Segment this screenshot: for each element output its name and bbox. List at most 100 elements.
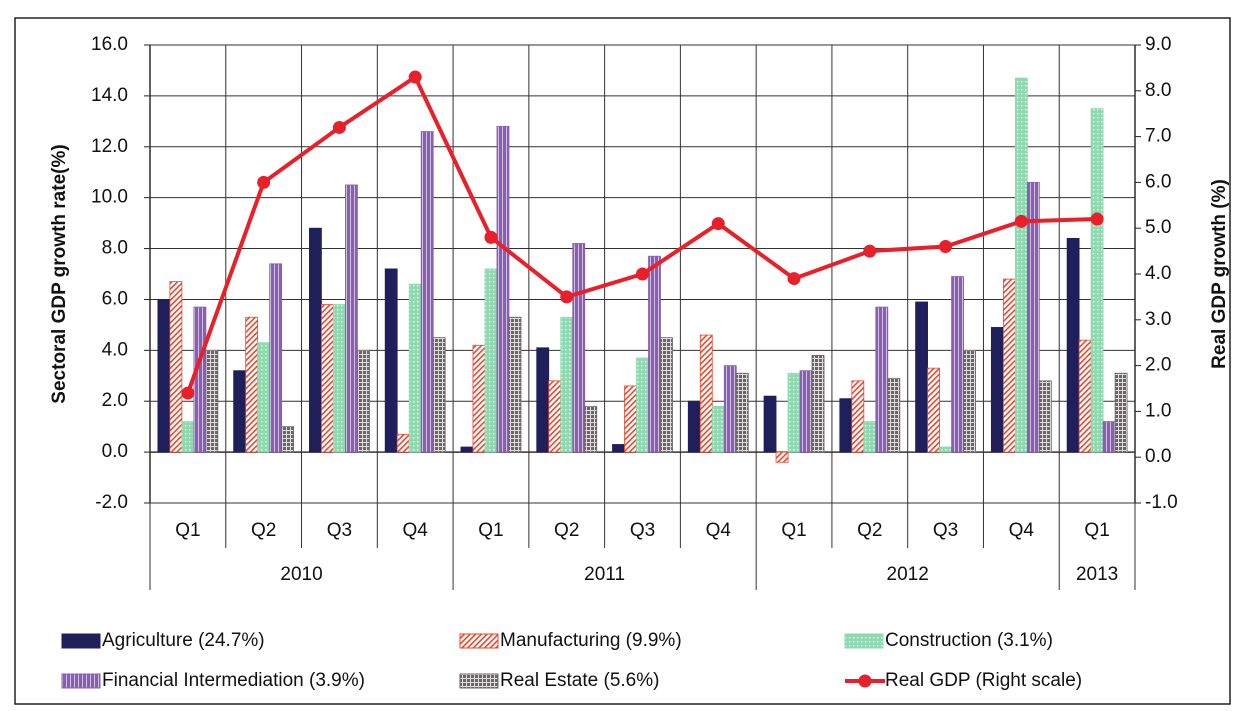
bar xyxy=(1114,372,1128,453)
line-point xyxy=(560,290,574,304)
bar xyxy=(648,255,661,453)
line-point xyxy=(1090,212,1104,226)
legend-swatch xyxy=(858,674,872,688)
bar xyxy=(1066,237,1080,453)
bar xyxy=(181,421,195,453)
y2-tick-label: 6.0 xyxy=(1145,171,1171,192)
x-tick-label: Q4 xyxy=(1009,520,1035,541)
bar xyxy=(169,281,183,453)
y2-tick-label: 5.0 xyxy=(1145,217,1171,238)
legend-swatch xyxy=(459,633,499,649)
bar xyxy=(309,227,322,453)
bar xyxy=(584,405,598,453)
x-tick-label: Q2 xyxy=(857,520,882,541)
y-tick-label: 12.0 xyxy=(91,136,128,157)
y-tick-label: 8.0 xyxy=(102,238,128,259)
bar xyxy=(205,349,219,453)
y2-tick-label: 2.0 xyxy=(1145,355,1171,376)
line-point xyxy=(863,244,877,258)
line-point xyxy=(484,230,498,244)
bar xyxy=(432,337,446,453)
y2-tick-label: 4.0 xyxy=(1145,263,1171,284)
y-tick-label: 10.0 xyxy=(91,187,128,208)
bar xyxy=(1102,421,1116,453)
y2-tick-label: 7.0 xyxy=(1145,126,1171,147)
year-label: 2013 xyxy=(1076,564,1118,585)
line-point xyxy=(257,175,271,189)
y2-tick-label: -1.0 xyxy=(1145,492,1178,513)
bar xyxy=(233,370,247,453)
bar xyxy=(572,243,586,453)
x-tick-label: Q3 xyxy=(933,520,958,541)
bar xyxy=(548,380,562,453)
bar xyxy=(612,444,625,453)
line-point xyxy=(1014,214,1028,228)
y-tick-label: 4.0 xyxy=(102,339,128,360)
bar xyxy=(699,334,713,453)
legend-swatch xyxy=(61,673,101,689)
line-point xyxy=(711,217,725,231)
y2-tick-label: 3.0 xyxy=(1145,309,1171,330)
y-tick-label: 14.0 xyxy=(91,85,128,106)
bar xyxy=(1078,339,1092,453)
bar xyxy=(939,446,952,453)
bar xyxy=(839,398,853,453)
y2-tick-label: 0.0 xyxy=(1145,446,1171,467)
x-tick-label: Q1 xyxy=(781,520,806,541)
line-point xyxy=(636,267,649,281)
bar xyxy=(420,131,434,453)
bar xyxy=(963,349,976,453)
legend-swatch xyxy=(459,673,499,689)
bar xyxy=(851,380,865,453)
y-tick-label: 16.0 xyxy=(91,34,128,55)
x-tick-label: Q4 xyxy=(403,520,429,541)
bar xyxy=(1090,108,1104,453)
legend-label: Manufacturing (9.9%) xyxy=(500,630,682,651)
bar xyxy=(1002,278,1016,453)
bar xyxy=(711,405,725,453)
bar xyxy=(775,451,789,463)
bar xyxy=(763,395,777,453)
bar xyxy=(333,304,346,453)
x-tick-label: Q2 xyxy=(554,520,579,541)
legend-swatch xyxy=(61,633,101,649)
y-axis-label: Sectoral GDP growth rate(%) xyxy=(49,144,70,403)
line-point xyxy=(181,386,195,400)
y-tick-label: -2.0 xyxy=(95,492,128,513)
y2-tick-label: 1.0 xyxy=(1145,400,1171,421)
legend-label: Financial Intermediation (3.9%) xyxy=(102,670,365,691)
line-point xyxy=(332,120,346,134)
x-tick-label: Q1 xyxy=(1084,520,1109,541)
bar xyxy=(723,365,737,453)
bar xyxy=(193,306,207,453)
bar xyxy=(560,316,574,453)
y-tick-label: 2.0 xyxy=(102,390,128,411)
bar xyxy=(636,357,649,453)
bar xyxy=(245,316,259,453)
bar xyxy=(357,349,370,453)
bar xyxy=(384,268,398,453)
bar xyxy=(408,283,422,453)
bar xyxy=(735,372,749,453)
bar xyxy=(472,344,486,453)
legend-label: Real Estate (5.6%) xyxy=(500,670,659,691)
legend-label: Agriculture (24.7%) xyxy=(102,630,265,651)
x-tick-label: Q3 xyxy=(630,520,655,541)
bar xyxy=(875,306,889,453)
bar xyxy=(660,337,673,453)
bar xyxy=(484,268,498,453)
bar xyxy=(508,316,522,453)
bar xyxy=(1026,181,1040,453)
bar xyxy=(887,377,901,453)
x-tick-label: Q4 xyxy=(706,520,732,541)
bar xyxy=(1038,380,1052,453)
x-tick-label: Q1 xyxy=(478,520,503,541)
y-tick-label: 0.0 xyxy=(102,441,128,462)
bar xyxy=(811,355,825,453)
line-point xyxy=(939,240,953,254)
bar xyxy=(269,263,283,453)
bar xyxy=(799,370,813,453)
legend-label: Construction (3.1%) xyxy=(885,630,1053,651)
bar xyxy=(915,301,928,453)
